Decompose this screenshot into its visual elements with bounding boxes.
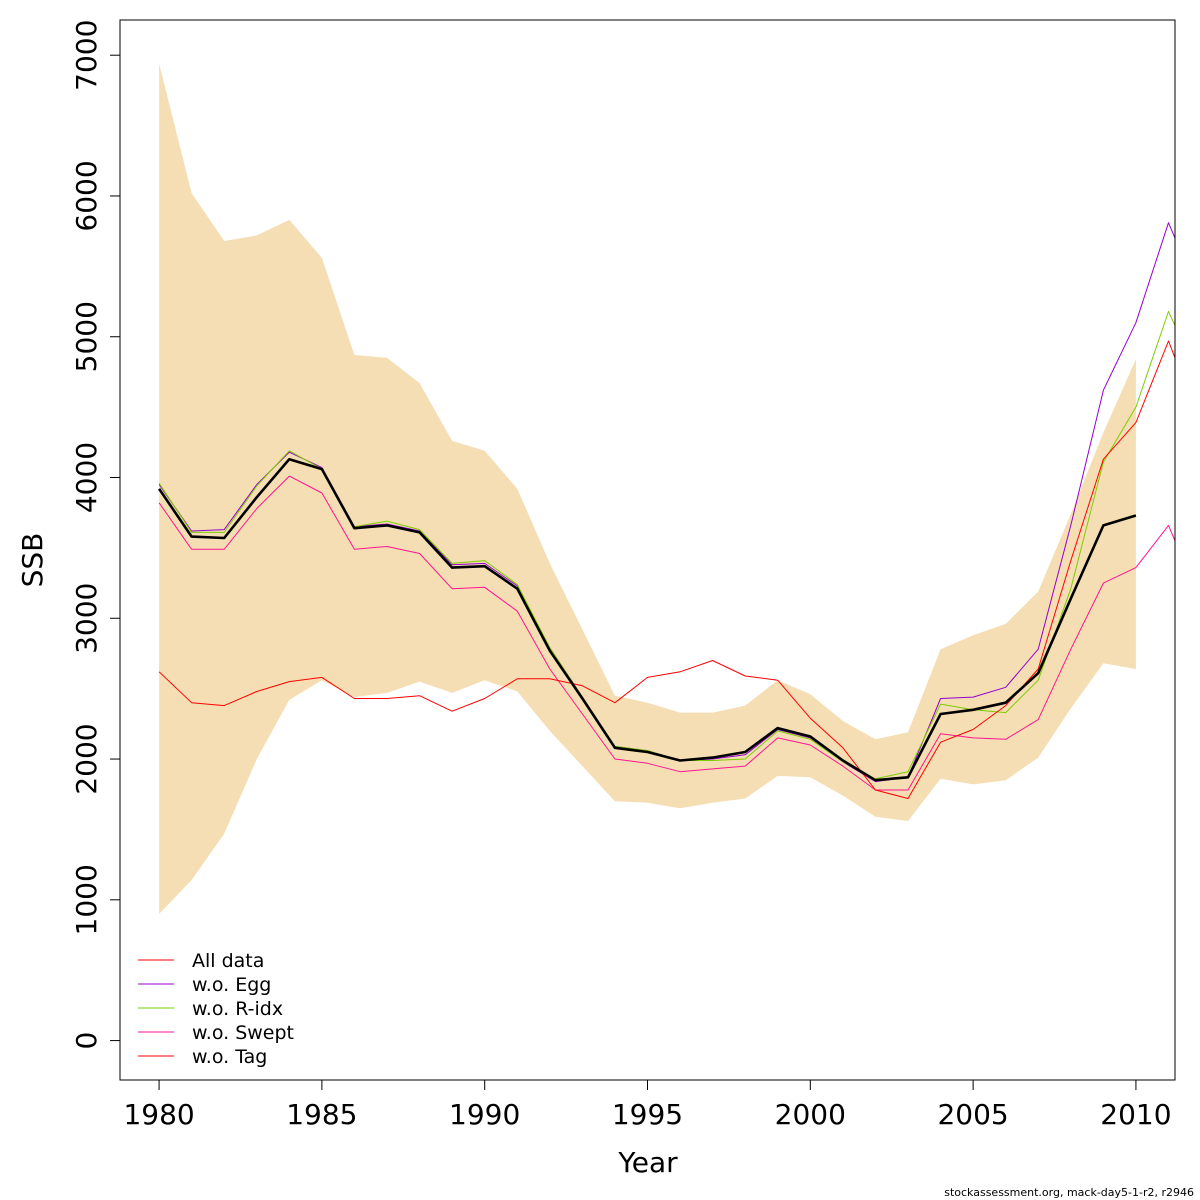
legend-label: w.o. Tag [192, 1046, 267, 1068]
y-axis-title: SSB [16, 533, 49, 588]
x-tick-label: 1990 [449, 1098, 520, 1131]
y-tick-label: 7000 [70, 20, 103, 91]
x-axis-title: Year [617, 1146, 678, 1179]
x-tick-label: 2010 [1100, 1098, 1171, 1131]
legend-label: w.o. R-idx [192, 998, 283, 1020]
y-tick-label: 3000 [70, 583, 103, 654]
series-layer [158, 222, 1175, 799]
legend-label: w.o. Egg [192, 974, 271, 996]
footer-text: stockassessment.org, mack-day5-1-r2, r29… [944, 1186, 1194, 1199]
x-tick-label: 1995 [612, 1098, 683, 1131]
series-line-w-o-swept [158, 475, 1175, 791]
y-tick-label: 4000 [70, 442, 103, 513]
confidence-band-layer [159, 63, 1136, 914]
y-axis: 0 1000 2000 3000 4000 5000 6000 7000 [70, 20, 121, 1050]
x-tick-label: 2005 [937, 1098, 1008, 1131]
y-tick-label: 2000 [70, 723, 103, 794]
y-tick-label: 1000 [70, 864, 103, 935]
x-tick-label: 1980 [123, 1098, 194, 1131]
legend-label: w.o. Swept [192, 1022, 294, 1044]
confidence-band [159, 63, 1136, 914]
x-axis: 1980 1985 1990 1995 2000 2005 2010 [123, 1079, 1172, 1131]
legend-label: All data [192, 950, 264, 972]
y-tick-label: 6000 [70, 160, 103, 231]
x-tick-label: 2000 [775, 1098, 846, 1131]
x-tick-label: 1985 [286, 1098, 357, 1131]
y-tick-label: 0 [70, 1032, 103, 1050]
y-tick-label: 5000 [70, 301, 103, 372]
series-line-all-data [158, 457, 1137, 782]
series-line-w-o-tag [158, 340, 1175, 799]
